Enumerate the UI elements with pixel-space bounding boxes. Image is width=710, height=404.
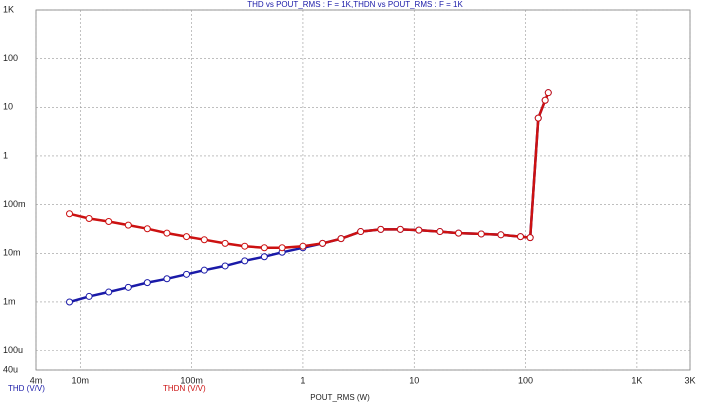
data-point (260, 244, 268, 252)
data-point (143, 279, 151, 287)
data-point (241, 242, 249, 250)
legend-label: THDN (V/V) (163, 384, 206, 393)
x-tick-label: 4m (30, 375, 43, 385)
y-tick-label: 1m (3, 296, 16, 306)
series-line (69, 92, 550, 304)
y-tick-label: 100u (3, 345, 23, 355)
data-point (200, 266, 208, 274)
data-point (477, 230, 485, 238)
data-point (163, 275, 171, 283)
x-tick-label: 10m (72, 375, 90, 385)
x-tick-label: 10 (409, 375, 419, 385)
data-point (415, 226, 423, 234)
data-point (526, 234, 534, 242)
legend-label: THD (V/V) (8, 384, 45, 393)
x-tick-label: 1 (300, 375, 305, 385)
data-point (200, 236, 208, 244)
data-point (183, 233, 191, 241)
y-tick-label: 40u (3, 364, 18, 374)
data-point (377, 225, 385, 233)
data-point (105, 288, 113, 296)
data-point (278, 244, 286, 252)
chart-title: THD vs POUT_RMS : F = 1K,THDN vs POUT_RM… (247, 0, 463, 9)
x-tick-label: 100m (180, 375, 203, 385)
y-tick-label: 100m (3, 199, 26, 209)
y-tick-label: 1K (3, 4, 14, 14)
data-point (66, 210, 74, 218)
series-line (69, 92, 550, 250)
data-point (183, 270, 191, 278)
data-point (260, 253, 268, 261)
plot-frame (35, 9, 691, 371)
y-tick-label: 1 (3, 150, 8, 160)
y-tick-label: 10m (3, 248, 21, 258)
data-point (143, 225, 151, 233)
data-point (396, 225, 404, 233)
data-point (455, 229, 463, 237)
data-point (124, 283, 132, 291)
data-point (319, 239, 327, 247)
data-point (163, 229, 171, 237)
x-axis-label: POUT_RMS (W) (310, 393, 370, 402)
data-point (544, 89, 552, 97)
x-tick-label: 3K (684, 375, 695, 385)
data-point (85, 292, 93, 300)
data-point (221, 262, 229, 270)
data-point (534, 114, 542, 122)
y-tick-label: 10 (3, 102, 13, 112)
data-point (541, 96, 549, 104)
data-point (221, 239, 229, 247)
y-tick-label: 100 (3, 53, 18, 63)
data-point (241, 257, 249, 265)
data-point (357, 228, 365, 236)
data-point (337, 235, 345, 243)
data-point (85, 214, 93, 222)
data-point (497, 231, 505, 239)
data-point (66, 298, 74, 306)
data-point (105, 218, 113, 226)
data-point (299, 242, 307, 250)
data-point (436, 228, 444, 236)
data-point (124, 221, 132, 229)
data-point (516, 233, 524, 241)
x-tick-label: 1K (631, 375, 642, 385)
x-tick-label: 100 (518, 375, 533, 385)
